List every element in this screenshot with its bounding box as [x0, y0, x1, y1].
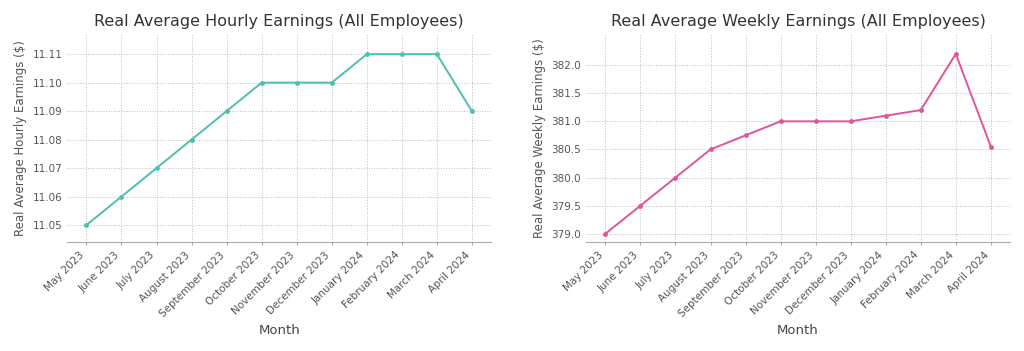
X-axis label: Month: Month	[777, 324, 819, 337]
X-axis label: Month: Month	[258, 324, 300, 337]
Title: Real Average Hourly Earnings (All Employees): Real Average Hourly Earnings (All Employ…	[94, 14, 464, 29]
Title: Real Average Weekly Earnings (All Employees): Real Average Weekly Earnings (All Employ…	[610, 14, 985, 29]
Y-axis label: Real Average Hourly Earnings ($): Real Average Hourly Earnings ($)	[14, 40, 27, 236]
Y-axis label: Real Average Weekly Earnings ($): Real Average Weekly Earnings ($)	[532, 38, 546, 238]
